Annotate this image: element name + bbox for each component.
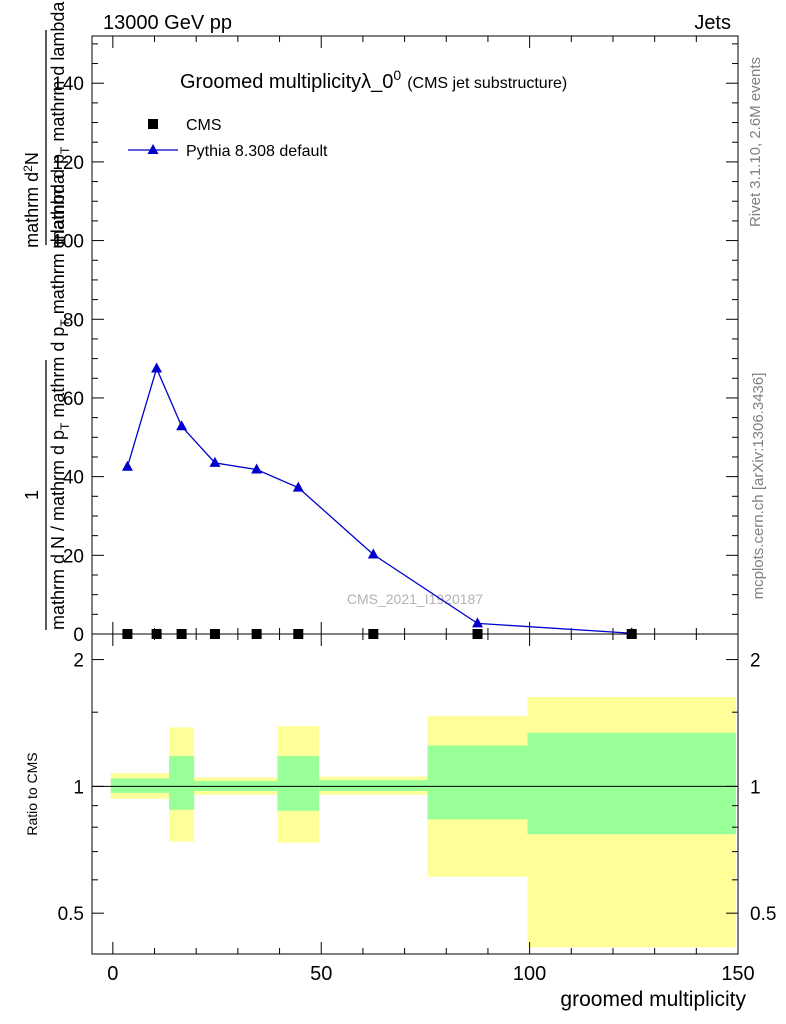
legend: CMS Pythia 8.308 default — [128, 117, 328, 160]
legend-pythia-marker — [147, 144, 159, 154]
main-y-tick-label: 60 — [63, 389, 84, 410]
ratio-green-band — [319, 780, 428, 792]
ratio-green-band — [427, 745, 528, 820]
ratio-green-band — [169, 756, 195, 810]
rivet-version-label: Rivet 3.1.10, 2.6M events — [747, 57, 764, 227]
ylabel-left-denominator: mathrm d N / mathrm d pT mathrm d pT mat… — [48, 173, 72, 630]
pythia-point — [251, 463, 263, 474]
ratio-green-band — [110, 778, 170, 793]
ylabel-denominator: mathrm d pT mathrm d lambda — [48, 1, 72, 245]
ratio-y-axis-label: Ratio to CMS — [24, 752, 40, 835]
ratio-green-band — [277, 756, 320, 811]
legend-cms-marker — [148, 119, 158, 129]
header-left: 13000 GeV pp — [103, 12, 232, 34]
main-y-axis-label: mathrm d2N mathrm d pT mathrm d lambda 1… — [21, 1, 72, 630]
ratio-y-tick-label: 2 — [73, 651, 84, 672]
ratio-bands — [110, 696, 736, 948]
main-y-tick-label: 20 — [63, 546, 84, 567]
main-title: Groomed multiplicityλ_00 (CMS jet substru… — [180, 67, 567, 93]
ylabel-numerator: mathrm d2N — [21, 152, 42, 248]
main-y-tick-label: 100 — [52, 232, 84, 253]
ratio-y-tick-label-right: 1 — [750, 777, 761, 798]
watermark: CMS_2021_I1920187 — [347, 591, 483, 607]
ratio-y-ticks: 0.5 0.5 1 1 2 2 — [58, 651, 777, 926]
ratio-y-tick-label: 0.5 — [58, 904, 84, 925]
pythia-point — [209, 456, 221, 467]
x-tick-label: 100 — [513, 963, 546, 985]
main-x-ticks — [112, 36, 739, 634]
x-tick-label: 0 — [107, 963, 118, 985]
x-tick-label: 150 — [721, 963, 754, 985]
ratio-y-tick-label: 1 — [73, 777, 84, 798]
main-y-ticks: 0 20 40 60 80 100 120 140 — [52, 43, 738, 646]
main-y-tick-label: 140 — [52, 74, 84, 95]
main-title-superscript: 0 — [393, 67, 401, 83]
ratio-panel-frame — [91, 633, 739, 955]
main-y-tick-label: 80 — [63, 310, 84, 331]
main-subtitle: (CMS jet substructure) — [407, 75, 567, 92]
main-y-tick-label: 120 — [52, 153, 84, 174]
main-panel: 0 20 40 60 80 100 120 140 Groomed multiplicityλ… — [21, 1, 739, 646]
mcplots-source-label: mcplots.cern.ch [arXiv:1306.3436] — [750, 373, 767, 600]
pythia-point — [472, 617, 484, 628]
pythia-point — [292, 481, 304, 492]
legend-cms-label: CMS — [186, 117, 222, 134]
pythia-point — [176, 420, 188, 431]
ratio-green-band — [527, 732, 736, 835]
pythia-point — [151, 362, 163, 373]
ylabel-one: 1 — [22, 490, 42, 500]
header-right: Jets — [694, 12, 731, 34]
ratio-x-ticks: 0 50 100 150 — [107, 634, 755, 985]
main-title-text: Groomed multiplicityλ_0 — [180, 71, 393, 93]
main-y-tick-label: 0 — [73, 625, 84, 646]
ratio-y-tick-label-right: 2 — [750, 651, 761, 672]
x-tick-label: 50 — [310, 963, 332, 985]
main-y-tick-label: 40 — [63, 468, 84, 489]
ratio-y-tick-label-right: 0.5 — [750, 904, 776, 925]
pythia-point — [367, 548, 379, 559]
legend-pythia-label: Pythia 8.308 default — [186, 143, 328, 160]
ratio-panel: 0.5 0.5 1 1 2 2 0 50 100 150 Ratio to CMS groome… — [24, 633, 777, 1011]
pythia-point — [121, 460, 133, 471]
x-axis-label: groomed multiplicity — [560, 988, 746, 1011]
